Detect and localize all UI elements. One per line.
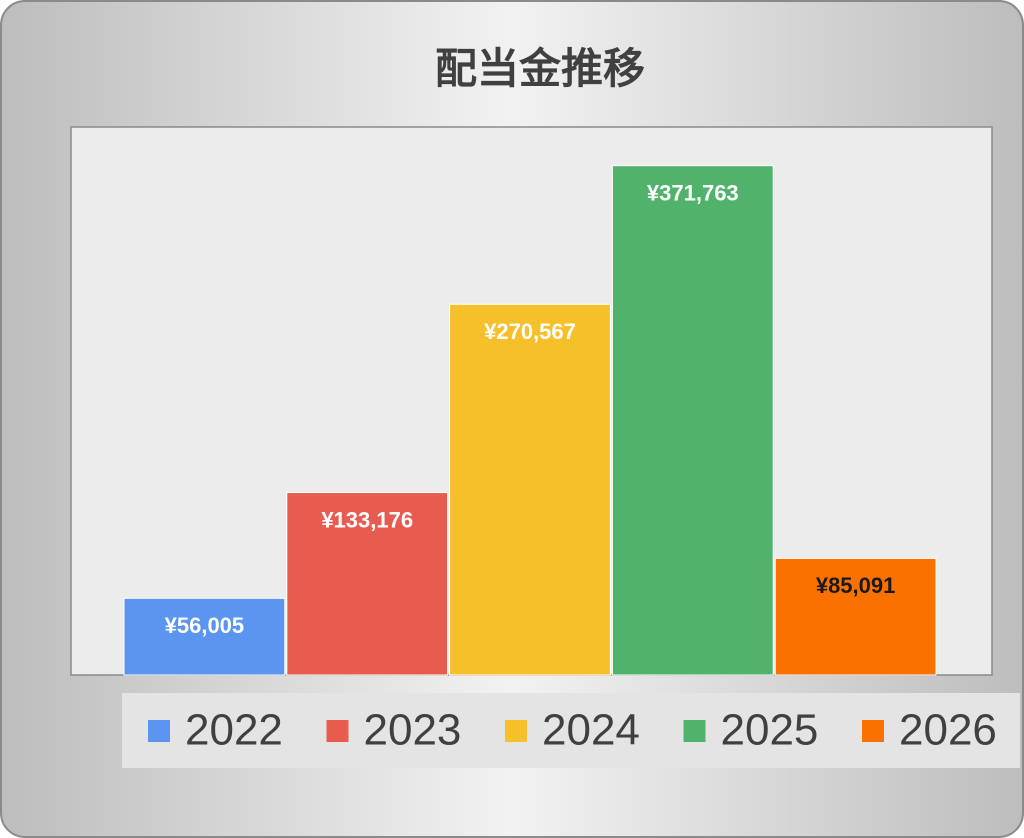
legend-label: 2024 <box>542 706 640 755</box>
legend-swatch <box>148 720 170 742</box>
bar <box>774 557 937 676</box>
data-label: ¥270,567 <box>484 319 576 344</box>
legend-label: 2025 <box>721 706 819 755</box>
bar <box>286 492 449 676</box>
legend-swatch <box>505 720 527 742</box>
bar <box>611 165 774 676</box>
data-label: ¥85,091 <box>816 573 896 598</box>
bar <box>123 597 286 676</box>
legend-swatch <box>326 720 349 742</box>
legend-label: 2023 <box>364 706 462 755</box>
data-label: ¥133,176 <box>321 507 413 532</box>
legend-label: 2022 <box>185 706 283 755</box>
bar <box>449 303 611 676</box>
legend-swatch <box>683 720 706 742</box>
data-label: ¥371,763 <box>647 180 739 205</box>
chart-title: 配当金推移 <box>435 45 645 92</box>
legend-swatch <box>862 720 884 742</box>
legend-label: 2026 <box>899 706 997 755</box>
data-label: ¥56,005 <box>165 613 245 638</box>
